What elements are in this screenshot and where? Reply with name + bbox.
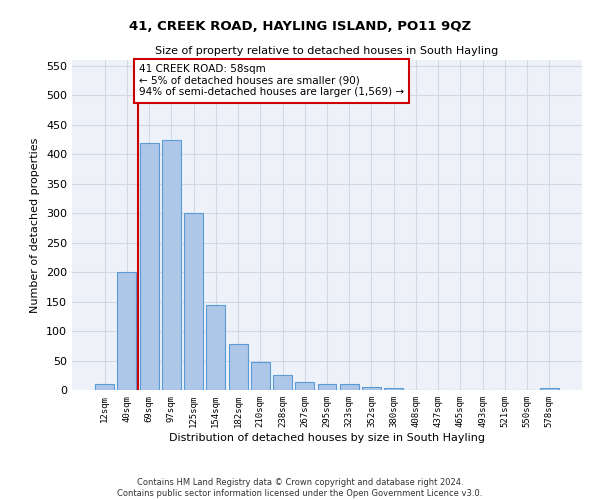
Bar: [295, 382, 314, 390]
Bar: [317, 384, 337, 390]
X-axis label: Distribution of detached houses by size in South Hayling: Distribution of detached houses by size …: [169, 432, 485, 442]
Bar: [384, 388, 403, 390]
Bar: [273, 376, 292, 390]
Bar: [206, 304, 225, 390]
Bar: [251, 362, 270, 390]
Bar: [162, 140, 181, 390]
Bar: [362, 387, 381, 390]
Bar: [184, 213, 203, 390]
Bar: [229, 344, 248, 390]
Text: Contains HM Land Registry data © Crown copyright and database right 2024.
Contai: Contains HM Land Registry data © Crown c…: [118, 478, 482, 498]
Bar: [118, 272, 136, 390]
Text: 41, CREEK ROAD, HAYLING ISLAND, PO11 9QZ: 41, CREEK ROAD, HAYLING ISLAND, PO11 9QZ: [129, 20, 471, 33]
Bar: [95, 384, 114, 390]
Bar: [340, 384, 359, 390]
Bar: [140, 142, 158, 390]
Title: Size of property relative to detached houses in South Hayling: Size of property relative to detached ho…: [155, 46, 499, 56]
Bar: [540, 388, 559, 390]
Text: 41 CREEK ROAD: 58sqm
← 5% of detached houses are smaller (90)
94% of semi-detach: 41 CREEK ROAD: 58sqm ← 5% of detached ho…: [139, 64, 404, 98]
Y-axis label: Number of detached properties: Number of detached properties: [31, 138, 40, 312]
